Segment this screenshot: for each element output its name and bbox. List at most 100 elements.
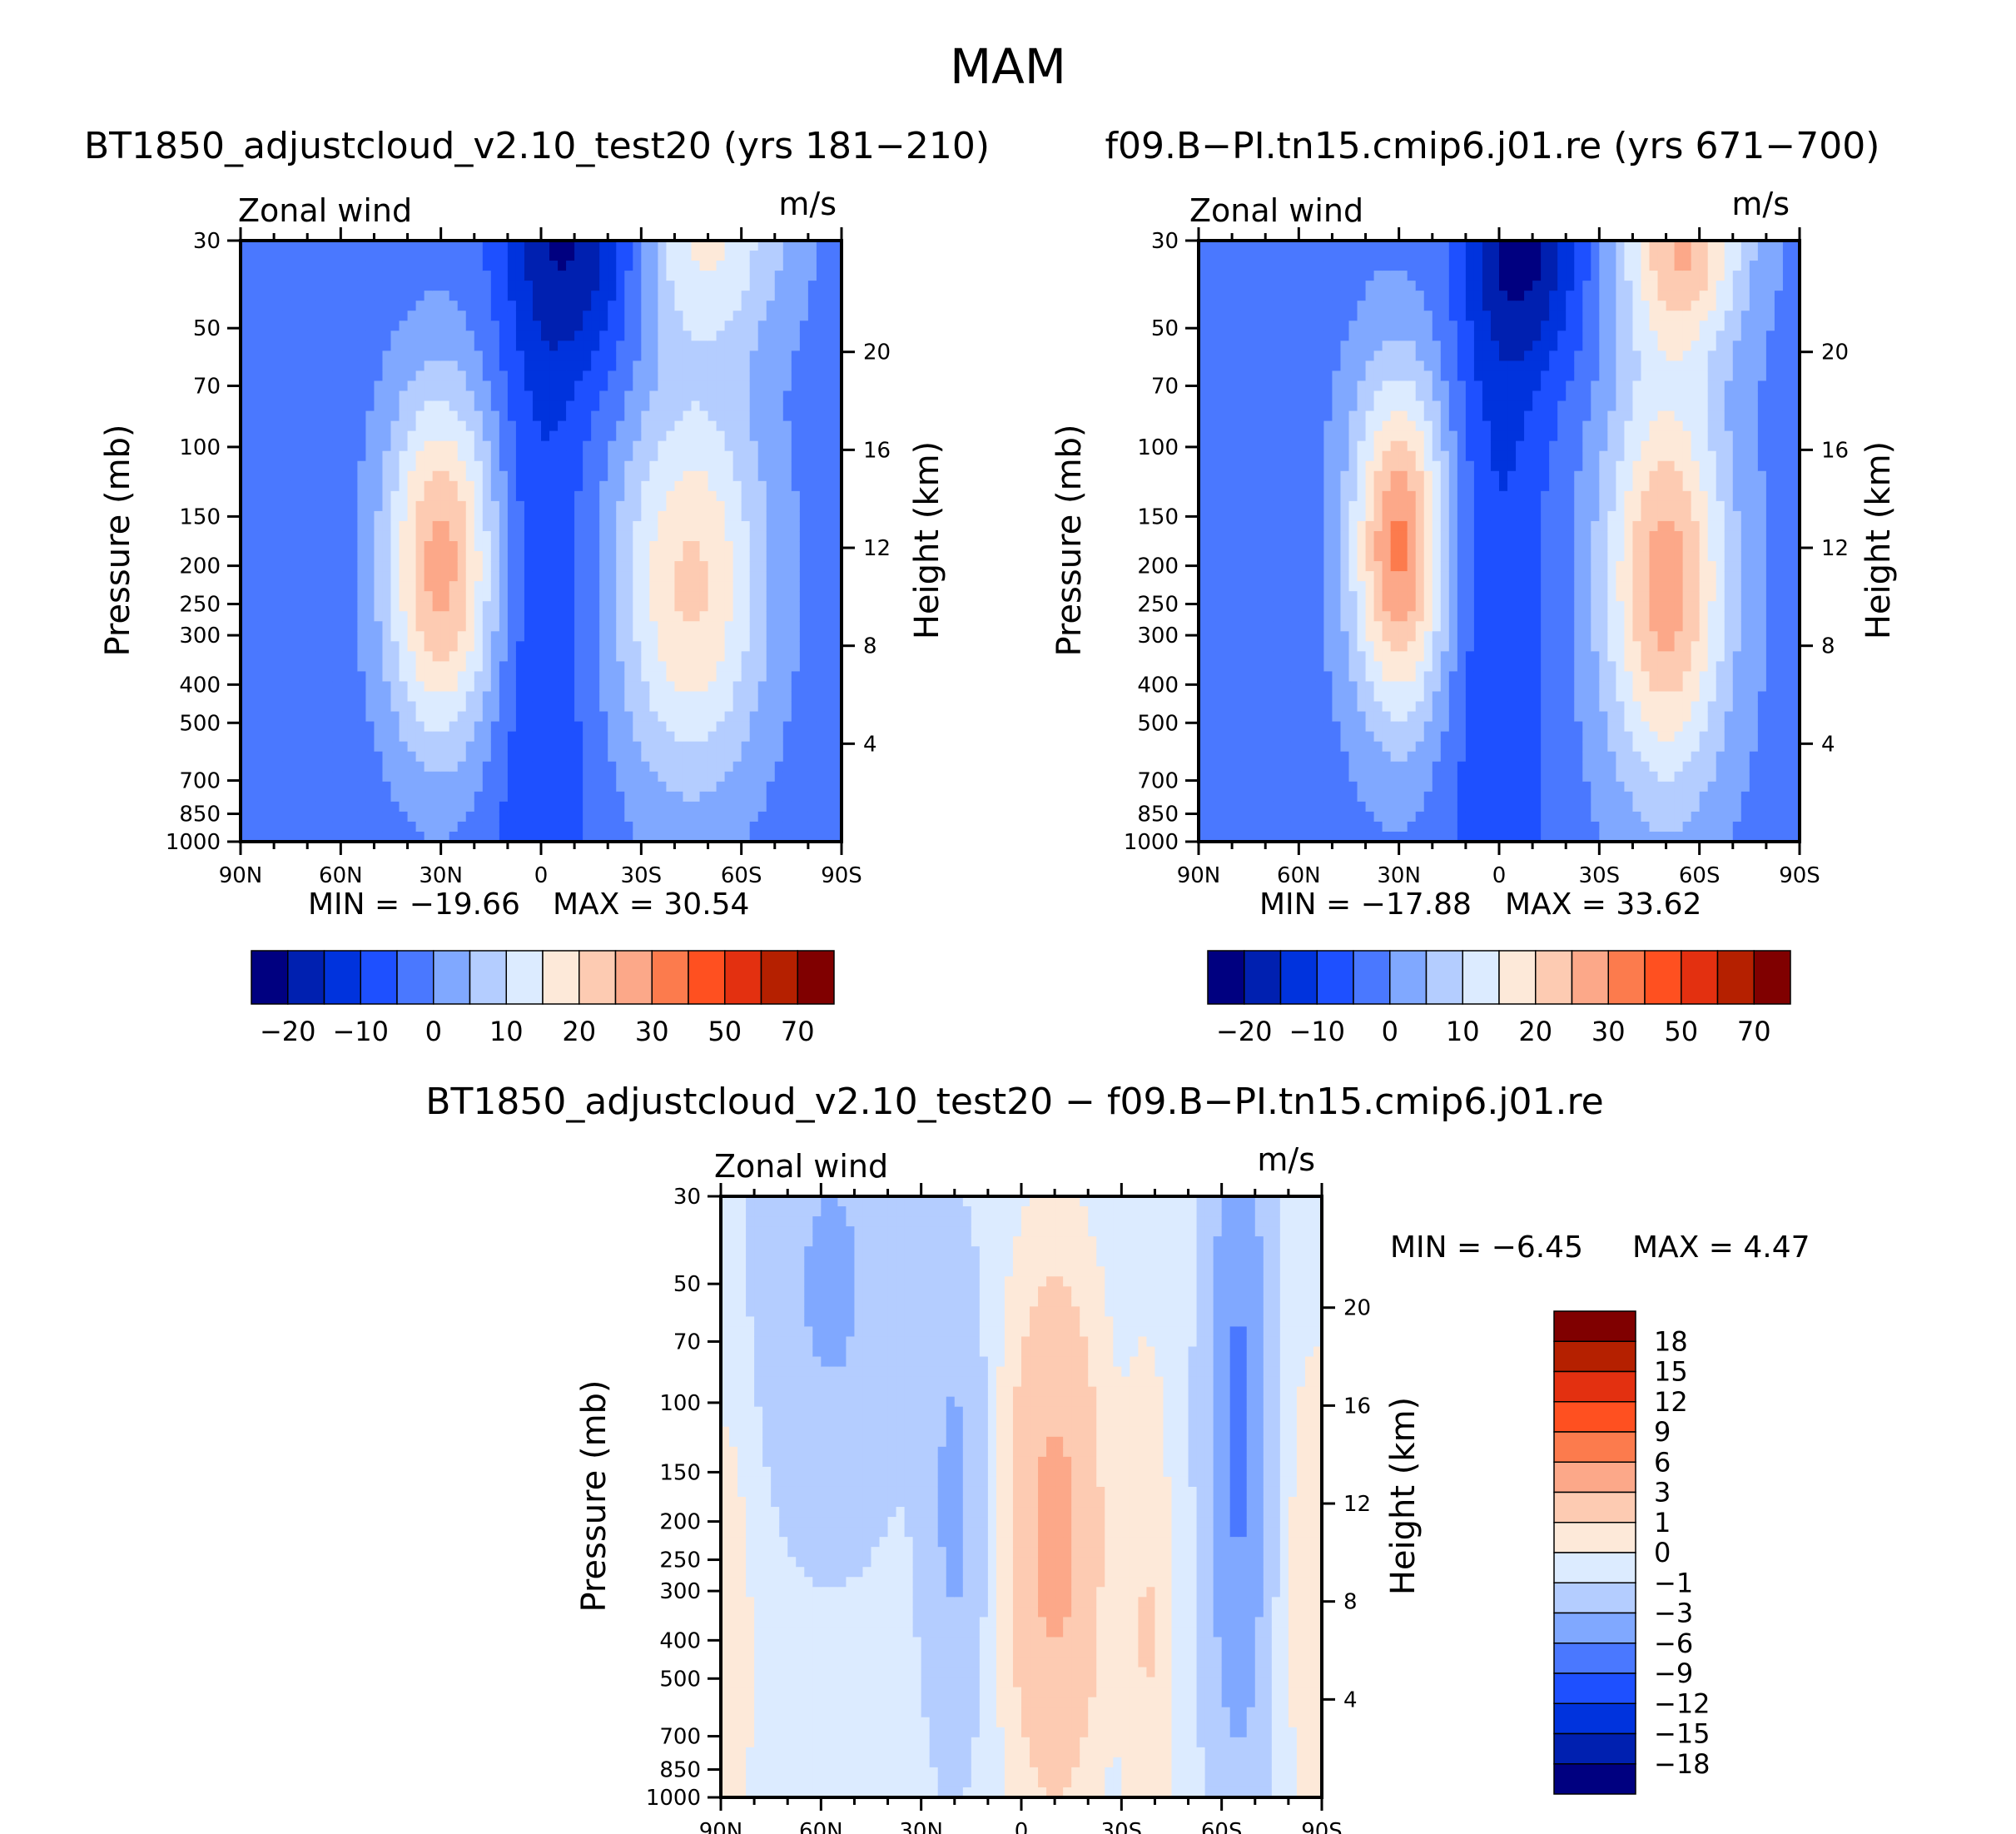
variable-label: Zonal wind — [714, 1148, 888, 1185]
y-axis-label: Pressure (mb) — [99, 424, 137, 656]
y2-tick-label: 12 — [863, 536, 891, 561]
panel-title: BT1850_adjustcloud_v2.10_test20 (yrs 181… — [84, 125, 990, 167]
variable-label: Zonal wind — [238, 192, 412, 229]
y-tick-label: 850 — [179, 803, 221, 828]
y-tick-label: 400 — [1137, 673, 1179, 698]
colorbar-label: −20 — [260, 1016, 316, 1047]
colorbar-swatch — [1425, 950, 1463, 1005]
y-tick-label: 200 — [1137, 554, 1179, 579]
colorbar-swatch — [469, 950, 507, 1005]
field-fill — [721, 1196, 1323, 1798]
x-tick-label: 90N — [1177, 863, 1221, 888]
colorbar-swatch — [1607, 950, 1646, 1005]
colorbar-swatch — [578, 950, 617, 1005]
colorbar-swatch — [1553, 1431, 1636, 1463]
x-tick-label: 90S — [1779, 863, 1820, 888]
y-tick-label: 300 — [1137, 624, 1179, 649]
colorbar-swatch — [1553, 1370, 1636, 1403]
colorbar-label: 20 — [1518, 1016, 1552, 1047]
x-tick-label: 90S — [1301, 1819, 1343, 1834]
x-tick-label: 60S — [1201, 1819, 1243, 1834]
x-tick-label: 0 — [1492, 863, 1507, 888]
colorbar-label: 30 — [1591, 1016, 1626, 1047]
y-axis-label: Pressure (mb) — [575, 1379, 613, 1612]
y2-tick-label: 20 — [1343, 1296, 1371, 1321]
units-label: m/s — [1731, 186, 1790, 222]
colorbar-label: −9 — [1654, 1658, 1693, 1689]
x-tick-label: 30N — [1377, 863, 1421, 888]
units-label: m/s — [778, 186, 837, 222]
colorbar-label: 12 — [1654, 1386, 1688, 1418]
y2-tick-label: 4 — [863, 732, 877, 757]
x-tick-label: 0 — [1015, 1819, 1029, 1834]
colorbar-swatch — [1535, 950, 1573, 1005]
colorbar-label: 0 — [425, 1016, 442, 1047]
y-tick-label: 70 — [673, 1330, 701, 1354]
colorbar-swatch — [1716, 950, 1755, 1005]
x-tick-label: 90N — [219, 863, 263, 888]
y-tick-label: 150 — [659, 1460, 701, 1485]
colorbar-swatch — [1553, 1522, 1636, 1553]
colorbar: −20 −10 0 10 20 30 50 70 — [1207, 950, 1791, 1047]
colorbar-swatch — [1316, 950, 1354, 1005]
colorbar-swatch — [1553, 1340, 1636, 1373]
colorbar-swatch — [1353, 950, 1391, 1005]
colorbar-swatch — [1553, 1763, 1636, 1795]
colorbar-swatch — [433, 950, 471, 1005]
x-tick-label: 30N — [419, 863, 463, 888]
field-fill — [1199, 241, 1800, 842]
y-tick-label: 100 — [1137, 435, 1179, 460]
y-tick-label: 50 — [673, 1272, 701, 1297]
y-tick-label: 50 — [193, 316, 221, 341]
colorbar-swatch — [287, 950, 325, 1005]
colorbar-swatch — [1553, 1401, 1636, 1433]
y-tick-label: 150 — [1137, 504, 1179, 529]
y2-axis-label: Height (km) — [908, 441, 946, 639]
colorbar-label: 9 — [1654, 1416, 1671, 1448]
y-tick-label: 500 — [179, 711, 221, 736]
y-tick-label: 200 — [659, 1510, 701, 1535]
y-tick-label: 250 — [179, 593, 221, 618]
y-tick-label: 70 — [1151, 374, 1179, 399]
y2-tick-label: 16 — [1343, 1394, 1371, 1419]
colorbar-label: 30 — [635, 1016, 669, 1047]
colorbar-swatch — [760, 950, 798, 1005]
x-tick-label: 30N — [899, 1819, 943, 1834]
colorbar-swatch — [1244, 950, 1282, 1005]
y-tick-label: 850 — [1137, 803, 1179, 828]
y-tick-label: 1000 — [166, 830, 221, 855]
y-tick-label: 400 — [659, 1628, 701, 1653]
y2-tick-label: 12 — [1343, 1492, 1371, 1517]
y-tick-label: 700 — [1137, 769, 1179, 794]
y-tick-label: 250 — [1137, 593, 1179, 618]
panel-title: f09.B−PI.tn15.cmip6.j01.re (yrs 671−700) — [1105, 125, 1880, 167]
colorbar-swatch — [1207, 950, 1245, 1005]
y2-tick-label: 20 — [863, 340, 891, 365]
units-label: m/s — [1257, 1141, 1315, 1178]
contour-plot: 3050701001502002503004005007008501000201… — [1124, 227, 1849, 888]
min-value: MIN = −6.45 — [1390, 1230, 1583, 1265]
contour-plot: 3050701001502002503004005007008501000201… — [646, 1183, 1371, 1834]
colorbar-swatch — [1753, 950, 1791, 1005]
colorbar-label: −12 — [1654, 1687, 1711, 1719]
colorbar-label: 20 — [562, 1016, 596, 1047]
colorbar-label: 15 — [1654, 1356, 1688, 1388]
colorbar-swatch — [1498, 950, 1537, 1005]
max-value: MAX = 33.62 — [1505, 887, 1701, 922]
variable-label: Zonal wind — [1189, 192, 1363, 229]
y-tick-label: 100 — [659, 1391, 701, 1416]
colorbar-swatch — [1553, 1491, 1636, 1523]
min-value: MIN = −17.88 — [1259, 887, 1472, 922]
x-tick-label: 60N — [799, 1819, 843, 1834]
y2-tick-label: 4 — [1343, 1687, 1358, 1712]
y2-axis-label: Height (km) — [1860, 441, 1898, 639]
y-tick-label: 1000 — [646, 1786, 701, 1811]
colorbar-label: 50 — [708, 1016, 742, 1047]
max-value: MAX = 30.54 — [553, 887, 749, 922]
y-tick-label: 30 — [1151, 229, 1179, 254]
colorbar-label: −10 — [332, 1016, 389, 1047]
colorbar-swatch — [1571, 950, 1609, 1005]
colorbar-label: 50 — [1664, 1016, 1698, 1047]
colorbar-label: −18 — [1654, 1748, 1711, 1780]
